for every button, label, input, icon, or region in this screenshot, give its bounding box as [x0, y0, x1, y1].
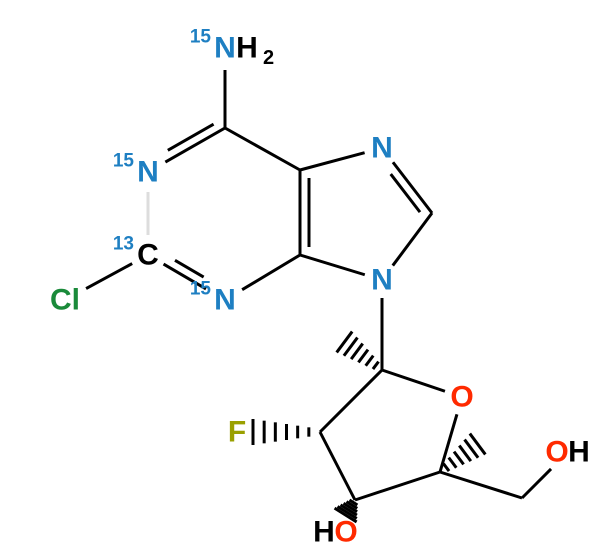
- svg-text:N: N: [371, 132, 393, 165]
- svg-text:O: O: [545, 436, 568, 469]
- svg-text:C: C: [137, 239, 159, 272]
- svg-text:O: O: [334, 516, 357, 547]
- svg-text:15: 15: [190, 27, 212, 48]
- svg-text:H: H: [568, 436, 590, 469]
- svg-text:N: N: [214, 284, 236, 317]
- svg-text:N: N: [214, 32, 236, 65]
- svg-text:15: 15: [113, 151, 135, 172]
- svg-text:Cl: Cl: [50, 284, 80, 317]
- svg-text:H: H: [236, 32, 258, 65]
- svg-text:13: 13: [113, 234, 134, 255]
- svg-text:O: O: [450, 381, 473, 414]
- svg-text:H: H: [313, 516, 335, 547]
- svg-text:2: 2: [263, 47, 274, 69]
- svg-text:N: N: [371, 264, 393, 297]
- svg-text:F: F: [228, 416, 246, 449]
- svg-text:N: N: [137, 156, 159, 189]
- svg-text:15: 15: [190, 279, 212, 300]
